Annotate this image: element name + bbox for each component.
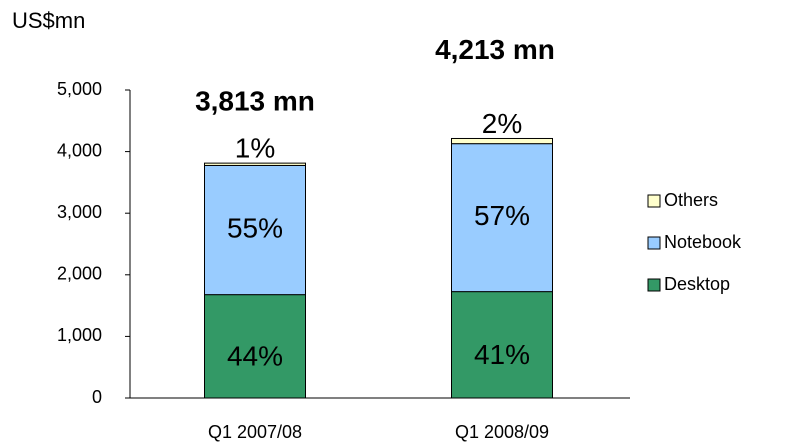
legend-label: Others: [664, 190, 718, 210]
data-label: 57%: [474, 200, 530, 231]
bar-segment: [451, 137, 553, 145]
legend-label: Desktop: [664, 274, 730, 294]
total-label: 3,813 mn: [195, 86, 315, 117]
bar-segment: [204, 164, 306, 296]
y-tick-label: 2,000: [57, 264, 102, 284]
legend-swatch: [647, 236, 661, 250]
legend-swatch: [647, 194, 661, 208]
x-tick-label: Q1 2008/09: [455, 422, 549, 442]
data-label: 44%: [227, 341, 283, 372]
x-tick-label: Q1 2007/08: [208, 422, 302, 442]
bar-segment: [204, 162, 306, 166]
total-label: 4,213 mn: [435, 34, 555, 65]
data-label: 41%: [474, 339, 530, 370]
bar-segment: [451, 143, 553, 293]
y-tick-label: 4,000: [57, 140, 102, 160]
y-tick-label: 3,000: [57, 202, 102, 222]
y-tick-label: 0: [92, 387, 102, 407]
data-label: 1%: [235, 133, 275, 164]
legend-swatch: [647, 278, 661, 292]
y-tick-label: 1,000: [57, 325, 102, 345]
data-label: 2%: [482, 108, 522, 139]
bar-segment: [204, 294, 306, 399]
legend-label: Notebook: [664, 232, 742, 252]
y-tick-label: 5,000: [57, 79, 102, 99]
data-label: 55%: [227, 212, 283, 243]
y-axis-label: US$mn: [12, 8, 85, 33]
bar-segment: [451, 291, 553, 399]
